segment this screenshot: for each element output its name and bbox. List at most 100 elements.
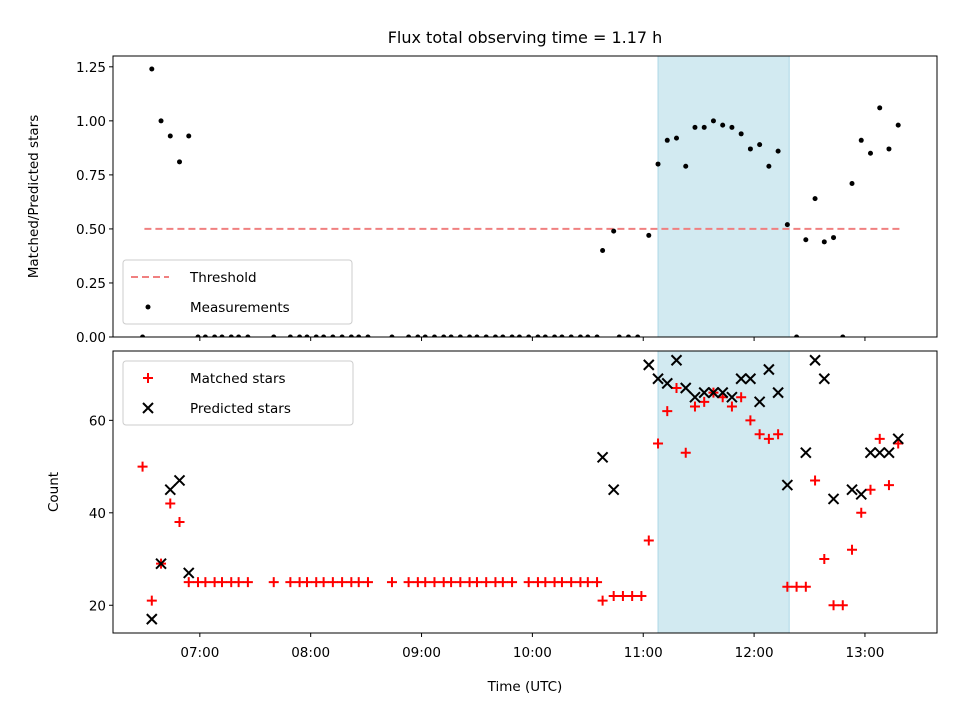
x-axis-label: Time (UTC) — [487, 679, 563, 695]
data-point — [698, 386, 710, 399]
y-tick-label: 0.75 — [76, 168, 106, 184]
data-point — [847, 544, 858, 555]
x-tick-label: 08:00 — [291, 645, 330, 661]
data-point — [212, 334, 218, 337]
data-point — [420, 577, 431, 588]
observing-span — [657, 55, 790, 338]
data-point — [457, 334, 463, 337]
data-point — [883, 446, 895, 459]
data-point — [592, 577, 603, 588]
series-matched-stars — [137, 382, 904, 611]
data-point — [542, 334, 548, 337]
x-tick-label: 12:00 — [735, 645, 774, 661]
data-point — [446, 577, 457, 588]
data-point — [582, 577, 593, 588]
data-point — [500, 334, 506, 337]
data-point — [763, 363, 775, 376]
data-point — [643, 535, 654, 546]
data-point — [313, 334, 319, 337]
data-point — [689, 401, 700, 412]
data-point — [596, 451, 609, 464]
data-point — [716, 386, 729, 399]
data-point — [158, 118, 164, 124]
data-point — [699, 396, 710, 407]
data-point — [736, 392, 747, 403]
plot-area — [140, 66, 902, 337]
data-point — [287, 334, 293, 337]
data-point — [594, 334, 600, 337]
data-point — [819, 554, 830, 565]
x-tick-label: 10:00 — [513, 645, 552, 661]
data-point — [858, 137, 864, 143]
data-point — [174, 517, 185, 528]
y-tick-label: 0.25 — [76, 276, 106, 292]
y-tick-label: 40 — [89, 506, 106, 522]
data-point — [689, 391, 701, 403]
data-point — [757, 142, 763, 148]
data-point — [507, 577, 518, 588]
data-point — [164, 483, 176, 496]
data-point — [467, 334, 473, 337]
data-point — [217, 577, 228, 588]
y-tick-label: 0.00 — [76, 330, 106, 346]
data-point — [616, 334, 622, 337]
data-point — [431, 334, 437, 337]
data-point — [600, 248, 606, 254]
data-point — [186, 133, 192, 139]
data-point — [662, 406, 673, 417]
legend-entry-label: Measurements — [190, 300, 290, 316]
data-point — [745, 415, 756, 426]
data-point — [471, 577, 482, 588]
data-point — [680, 447, 691, 458]
data-point — [892, 433, 904, 445]
data-point — [864, 446, 877, 459]
data-point — [516, 334, 522, 337]
data-point — [735, 373, 747, 385]
data-point — [701, 124, 707, 130]
data-point — [415, 334, 421, 337]
legend-entry-label: Predicted stars — [190, 401, 291, 417]
data-point — [236, 334, 242, 337]
data-point — [597, 595, 608, 606]
data-point — [680, 382, 692, 394]
data-point — [271, 334, 277, 337]
data-point — [766, 163, 772, 169]
data-point — [627, 591, 638, 602]
data-point — [874, 446, 886, 459]
legend: Threshold Measurements — [122, 259, 353, 325]
data-point — [297, 334, 303, 337]
data-point — [353, 577, 364, 588]
data-point — [429, 577, 440, 588]
data-point — [772, 386, 784, 399]
data-point — [173, 474, 186, 487]
data-point — [720, 122, 726, 128]
data-point — [710, 118, 716, 124]
data-point — [585, 334, 591, 337]
legend: Matched stars Predicted stars — [122, 360, 354, 426]
data-point — [474, 334, 480, 337]
data-point — [652, 373, 664, 385]
data-point — [219, 334, 225, 337]
x-tick-label: 11:00 — [624, 645, 663, 661]
data-point — [149, 66, 155, 72]
data-point — [455, 577, 466, 588]
plot-area — [137, 354, 904, 625]
data-point — [301, 577, 312, 588]
data-point — [304, 334, 310, 337]
data-point — [794, 334, 800, 337]
data-point — [386, 577, 397, 588]
data-point — [831, 235, 837, 241]
data-point — [233, 577, 244, 588]
y-tick-label: 20 — [89, 598, 106, 614]
data-point — [509, 334, 515, 337]
data-point — [337, 577, 348, 588]
data-point — [608, 591, 619, 602]
data-point — [782, 581, 793, 592]
x-tick-label: 07:00 — [180, 645, 219, 661]
data-point — [356, 334, 362, 337]
data-point — [661, 377, 673, 390]
data-point — [137, 461, 148, 472]
data-point — [886, 146, 892, 152]
data-point — [611, 228, 617, 234]
data-point — [406, 334, 412, 337]
